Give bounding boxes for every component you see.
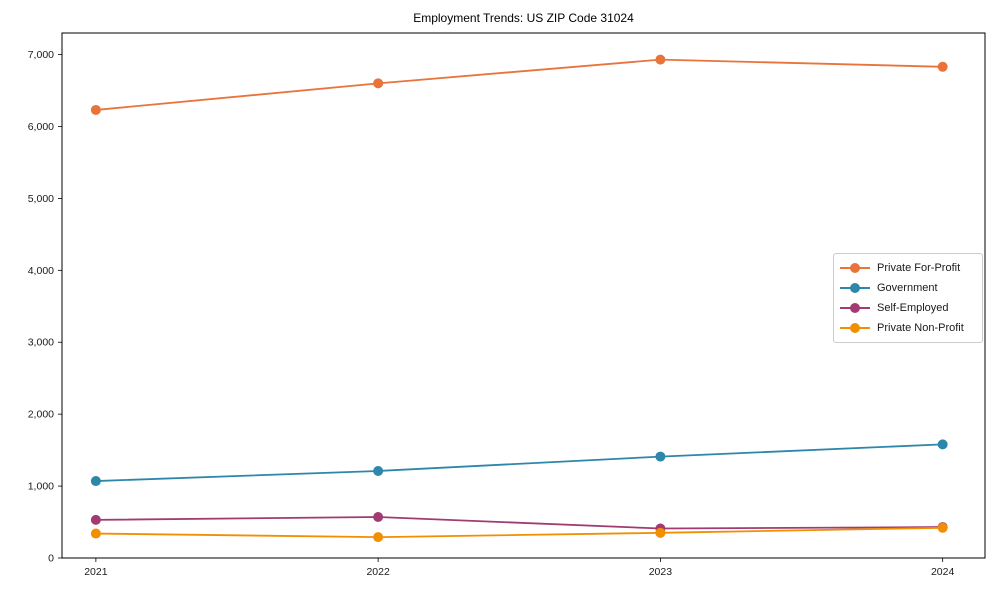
data-point-private-for-profit <box>655 54 666 65</box>
data-point-private-for-profit <box>937 61 948 72</box>
chart-title: Employment Trends: US ZIP Code 31024 <box>413 11 634 25</box>
legend: Private For-Profit Government Self-Employe… <box>833 253 983 343</box>
data-point-government <box>937 439 948 450</box>
data-point-government <box>373 465 384 476</box>
series-line-self-employed <box>95 516 943 530</box>
series-line-private-for-profit <box>95 58 943 111</box>
legend-line-marker-icon <box>840 302 870 314</box>
legend-label: Government <box>877 282 938 294</box>
x-tick-label: 2022 <box>366 566 390 578</box>
series-line-private-non-profit <box>95 526 943 539</box>
data-point-self-employed <box>90 514 101 525</box>
y-tick-label: 0 <box>48 553 54 565</box>
series-line-government <box>95 443 943 482</box>
legend-line-marker-icon <box>840 322 870 334</box>
plot-border <box>61 32 986 559</box>
data-point-private-non-profit <box>655 527 666 538</box>
legend-label: Private Non-Profit <box>877 322 964 334</box>
legend-item: Self-Employed <box>840 299 976 317</box>
y-tick-label: 7,000 <box>28 49 54 61</box>
y-tick-label: 2,000 <box>28 409 54 421</box>
y-tick-label: 3,000 <box>28 337 54 349</box>
y-tick-label: 6,000 <box>28 121 54 133</box>
y-tick-label: 1,000 <box>28 481 54 493</box>
y-tick-label: 4,000 <box>28 265 54 277</box>
data-point-private-for-profit <box>373 78 384 89</box>
data-point-private-non-profit <box>90 528 101 539</box>
legend-item: Private For-Profit <box>840 259 976 277</box>
data-point-private-for-profit <box>90 104 101 115</box>
x-tick-label: 2021 <box>84 566 108 578</box>
data-point-self-employed <box>373 512 384 523</box>
x-tick-label: 2023 <box>649 566 673 578</box>
legend-line-marker-icon <box>840 262 870 274</box>
legend-label: Private For-Profit <box>877 262 961 274</box>
x-tick-label: 2024 <box>931 566 955 578</box>
legend-item: Private Non-Profit <box>840 319 976 337</box>
legend-label: Self-Employed <box>877 302 949 314</box>
data-point-private-non-profit <box>937 522 948 533</box>
data-point-government <box>655 451 666 462</box>
data-point-private-non-profit <box>373 532 384 543</box>
y-tick-label: 5,000 <box>28 193 54 205</box>
legend-line-marker-icon <box>840 282 870 294</box>
legend-item: Government <box>840 279 976 297</box>
data-point-government <box>90 476 101 487</box>
